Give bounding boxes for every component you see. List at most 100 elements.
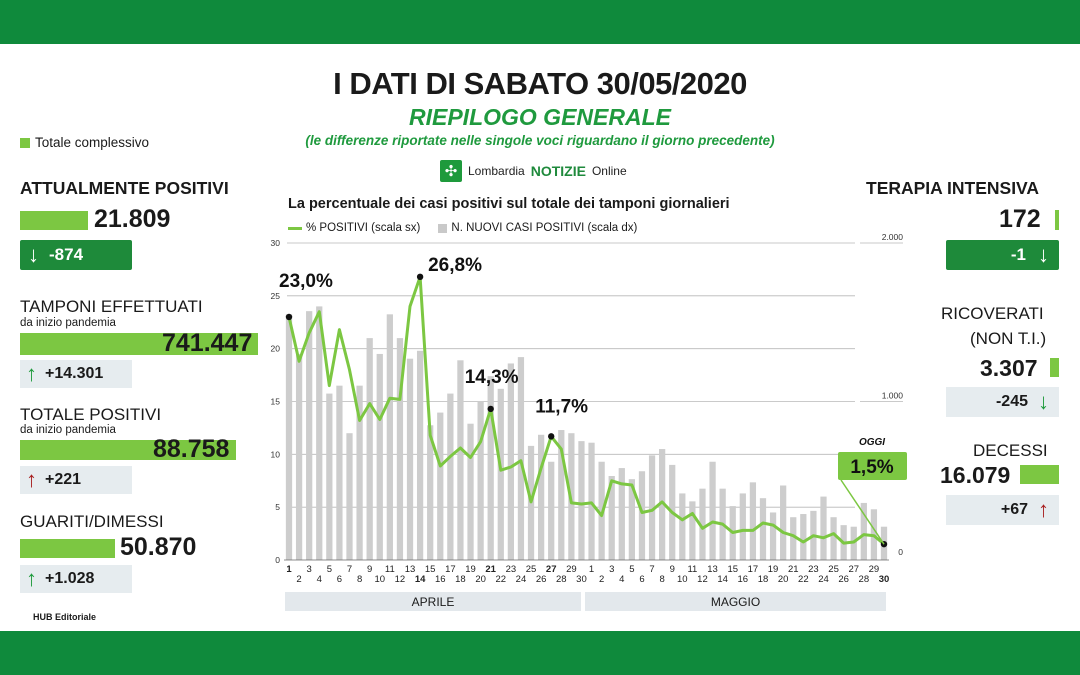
x-tick-20: 20: [778, 574, 789, 585]
x-tick-10: 10: [677, 574, 688, 585]
arrow-up-icon: ↑: [26, 361, 37, 386]
x-tick-26: 26: [536, 574, 547, 585]
bar-new-cases: [709, 461, 716, 560]
bar-new-cases: [759, 498, 767, 560]
bar-new-cases: [517, 357, 525, 560]
x-tick-16: 16: [435, 574, 446, 585]
bar-new-cases: [507, 363, 514, 560]
attualmente-positivi-bar: [20, 211, 88, 230]
x-tick-25: 25: [526, 564, 537, 575]
bar-new-cases: [800, 514, 807, 560]
x-tick-5: 5: [327, 564, 332, 575]
bar-new-cases: [578, 441, 585, 560]
chart-legend: % POSITIVI (scala sx) N. NUOVI CASI POSI…: [288, 222, 637, 234]
bar-new-cases: [860, 502, 867, 560]
legend-total-label: Totale complessivo: [35, 135, 150, 150]
x-tick-13: 13: [707, 564, 718, 575]
ricoverati-delta: -245 ↓: [946, 387, 1059, 417]
bar-new-cases: [648, 455, 656, 560]
x-tick-8: 8: [357, 574, 362, 585]
annotation-label: 1,5%: [850, 457, 893, 478]
bar-new-cases: [295, 353, 303, 560]
x-tick-1: 1: [286, 564, 292, 575]
line-positive-percent: [287, 275, 885, 546]
x-tick-16: 16: [738, 574, 749, 585]
arrow-up-icon: ↑: [26, 467, 37, 492]
bar-new-cases: [477, 401, 484, 560]
x-tick-19: 19: [465, 564, 476, 575]
bar-new-cases: [406, 358, 414, 560]
x-tick-23: 23: [506, 564, 517, 575]
bar-new-cases: [427, 425, 434, 560]
bar-new-cases: [769, 512, 777, 560]
attualmente-positivi-label: ATTUALMENTE POSITIVI: [20, 178, 229, 198]
bar-new-cases: [699, 488, 706, 560]
brand-strong: NOTIZIE: [530, 163, 586, 179]
x-tick-14: 14: [415, 574, 426, 585]
decessi-delta: +67 ↑: [946, 495, 1059, 525]
y-left-tick-20: 20: [271, 344, 281, 354]
terapia-intensiva-label: TERAPIA INTENSIVA: [866, 178, 1040, 198]
legend-total-swatch: [20, 137, 30, 148]
annotation-dot: [548, 433, 555, 440]
month-april: APRILE: [285, 592, 581, 611]
x-tick-24: 24: [818, 574, 829, 585]
totale-positivi-bar: [20, 440, 236, 460]
decessi-value: 16.079: [940, 462, 1011, 488]
annotation-dot: [487, 405, 494, 413]
x-tick-14: 14: [717, 574, 728, 585]
bar-new-cases: [457, 360, 464, 560]
today-callout-box: [838, 452, 907, 480]
bar-new-cases: [356, 385, 363, 560]
x-tick-30: 30: [879, 574, 890, 585]
x-tick-7: 7: [649, 564, 654, 575]
x-tick-12: 12: [395, 574, 406, 585]
y-left-tick-0: 0: [275, 555, 280, 565]
bar-new-cases: [437, 412, 444, 560]
bar-new-cases: [628, 479, 636, 560]
bar-new-cases: [416, 350, 424, 560]
ricoverati-delta-value: -245: [995, 393, 1028, 410]
x-tick-28: 28: [859, 574, 870, 585]
bar-new-cases: [608, 475, 615, 560]
bar-new-cases: [366, 338, 373, 560]
legend-line-swatch: [288, 226, 302, 230]
legend-bar-swatch: [438, 223, 448, 233]
x-tick-28: 28: [556, 574, 567, 585]
arrow-up-icon: ↑: [1038, 497, 1049, 522]
x-tick-30: 30: [576, 574, 587, 585]
decessi-label: DECESSI: [973, 441, 1048, 460]
x-tick-7: 7: [347, 564, 352, 575]
tamponi-delta: ↑ +14.301: [20, 360, 132, 388]
bar-new-cases: [558, 430, 565, 560]
bar-new-cases: [346, 433, 353, 560]
legend-series-bar: N. NUOVI CASI POSITIVI (scala dx): [451, 222, 638, 234]
x-tick-26: 26: [838, 574, 849, 585]
annotation-label: 14,3%: [465, 367, 519, 388]
bar-new-cases: [316, 306, 323, 560]
y-right-tick-0: 0: [898, 547, 903, 557]
chart-title: La percentuale dei casi positivi sul tot…: [288, 196, 730, 212]
x-tick-18: 18: [455, 574, 466, 585]
bar-new-cases: [820, 496, 827, 560]
bar-new-cases: [376, 353, 383, 560]
x-tick-20: 20: [475, 574, 486, 585]
annotation-label: 26,8%: [428, 255, 482, 276]
arrow-down-icon: ↓: [1038, 242, 1049, 267]
y-right-tick-1.000: 1.000: [882, 391, 904, 401]
x-tick-22: 22: [495, 574, 506, 585]
x-tick-6: 6: [337, 574, 342, 585]
tamponi-sublabel: da inizio pandemia: [20, 317, 116, 329]
attualmente-positivi-value: 21.809: [94, 205, 171, 233]
annotation-label: 11,7%: [535, 396, 588, 417]
totale-positivi-value: 88.758: [153, 435, 230, 463]
terapia-intensiva-value: 172: [999, 205, 1041, 233]
arrow-up-icon: ↑: [26, 566, 37, 591]
bar-new-cases: [497, 388, 504, 560]
decessi-bar: [1020, 465, 1059, 484]
tamponi-bar: [20, 333, 258, 355]
bar-new-cases: [487, 376, 494, 560]
guariti-bar: [20, 539, 115, 558]
bar-new-cases: [306, 311, 313, 560]
annotation-label: 23,0%: [279, 271, 333, 292]
